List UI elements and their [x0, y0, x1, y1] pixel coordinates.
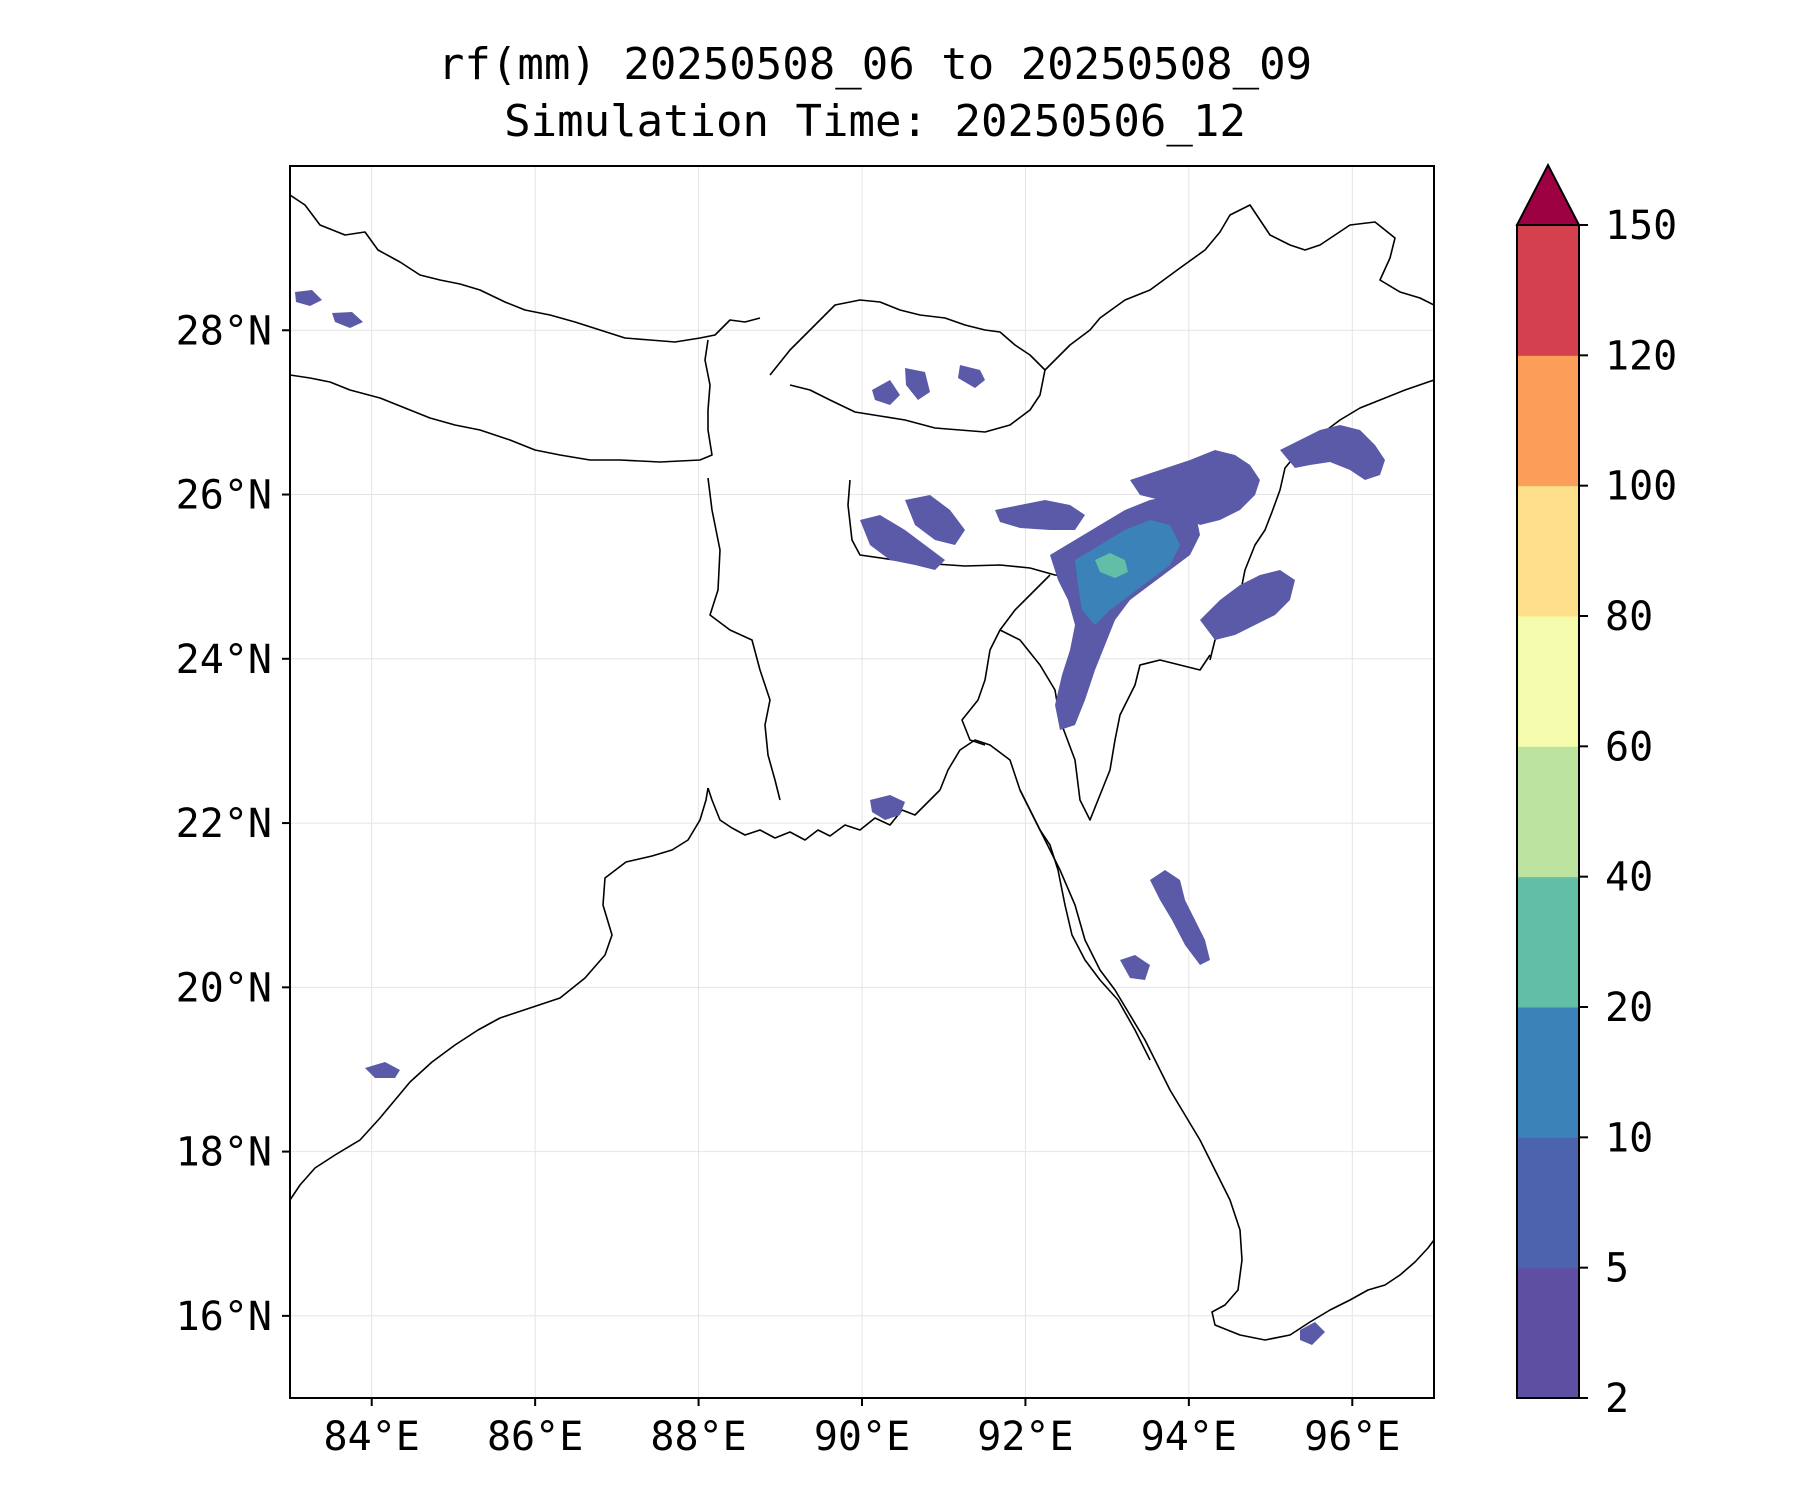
colorbar-segment: [1517, 616, 1579, 747]
colorbar-tick-label: 100: [1605, 464, 1677, 510]
colorbar-segment: [1517, 876, 1579, 1008]
colorbar-tick-label: 20: [1605, 985, 1653, 1031]
bhutan-border: [769, 299, 1046, 433]
rain-patch-bhutan-1: [872, 380, 900, 405]
rain-patch-bhutan-2: [905, 368, 930, 400]
rainfall-core: [1075, 520, 1180, 625]
himalaya-border: [290, 194, 761, 343]
colorbar-frame: [1516, 224, 1580, 1399]
lat-tick-label: 22°N: [176, 801, 272, 847]
rain-patch-bhutan-3: [958, 365, 985, 388]
graticule: [290, 166, 1434, 1398]
colorbar-tick-label: 120: [1605, 333, 1677, 379]
lat-tick-label: 20°N: [176, 965, 272, 1011]
rain-core-20mm: [1095, 553, 1128, 578]
rain-patch-assam-2: [995, 500, 1085, 530]
lon-tick-label: 90°E: [814, 1414, 910, 1460]
lon-tick-label: 92°E: [977, 1414, 1073, 1460]
rain-patch-sundarbans: [870, 795, 905, 820]
colorbar-segment: [1517, 1267, 1579, 1399]
east-coast-india: [290, 787, 709, 1201]
rain-core-10mm: [1075, 520, 1180, 625]
colorbar-segment: [1517, 355, 1579, 487]
colorbar-segment: [1517, 1137, 1579, 1269]
rain-patch-odisha: [365, 1062, 400, 1078]
lon-tick-label: 86°E: [487, 1414, 583, 1460]
rain-patch-west-nepal-2: [332, 312, 363, 328]
colorbar-segment: [1517, 746, 1579, 878]
colorbar: 2 5 10 20 40 60 80 100 120 150: [1515, 162, 1677, 1422]
lat-tick-label: 16°N: [176, 1294, 272, 1340]
rain-patch-assam-1: [905, 495, 965, 545]
colorbar-tick-label: 80: [1605, 594, 1653, 640]
rain-patch-west-nepal: [295, 290, 322, 306]
bangladesh-coast: [939, 739, 1161, 1071]
lat-tick-label: 26°N: [176, 473, 272, 519]
colorbar-tick-label: 10: [1605, 1115, 1653, 1161]
colorbar-tick-label: 150: [1605, 203, 1677, 249]
arunachal-border: [1044, 204, 1434, 371]
colorbar-tick-label: 2: [1605, 1376, 1629, 1422]
colorbar-tick-label: 60: [1605, 724, 1653, 770]
lon-tick-label: 96°E: [1304, 1414, 1400, 1460]
map-title-line-1: rf(mm) 20250508_06 to 20250508_09: [437, 39, 1313, 90]
rainfall-contours: [295, 290, 1385, 1345]
latitude-axis: 16°N 18°N 20°N 22°N 24°N 26°N 28°N: [176, 308, 290, 1340]
lat-tick-label: 18°N: [176, 1130, 272, 1176]
rain-patch-arakan: [1120, 955, 1150, 980]
colorbar-tick-label: 40: [1605, 855, 1653, 901]
rain-patch-chin-hills: [1150, 870, 1210, 965]
bengal-sundarbans-coast: [707, 787, 941, 841]
colorbar-segment: [1517, 485, 1579, 617]
rain-patch-myanmar-south: [1300, 1322, 1325, 1345]
colorbar-tick-label: 5: [1605, 1246, 1629, 1292]
tripura-mizoram-border: [999, 629, 1211, 821]
map-title-line-2: Simulation Time: 20250506_12: [504, 96, 1246, 147]
bangladesh-west-border: [707, 477, 781, 801]
colorbar-segment: [1517, 1007, 1579, 1138]
nepal-south-border: [290, 339, 713, 463]
longitude-axis: 84°E 86°E 88°E 90°E 92°E 94°E 96°E: [324, 1398, 1400, 1460]
lat-tick-label: 24°N: [176, 637, 272, 683]
bangladesh-east-border: [961, 574, 1051, 746]
lon-tick-label: 88°E: [650, 1414, 746, 1460]
rain-patch-arunachal-east: [1280, 425, 1385, 480]
lat-tick-label: 28°N: [176, 308, 272, 354]
rain-patch-myanmar-north: [1200, 570, 1295, 640]
coastline-and-borders: [290, 194, 1434, 1341]
rain-patch-meghalaya: [860, 515, 945, 570]
lon-tick-label: 84°E: [324, 1414, 420, 1460]
colorbar-extend-arrow: [1515, 162, 1581, 226]
lon-tick-label: 94°E: [1141, 1414, 1237, 1460]
rain-patch-nagaland: [1130, 450, 1260, 525]
arakan-coast-detail: [1019, 789, 1151, 1061]
colorbar-segment: [1517, 225, 1579, 356]
myanmar-coast: [1159, 1069, 1434, 1341]
